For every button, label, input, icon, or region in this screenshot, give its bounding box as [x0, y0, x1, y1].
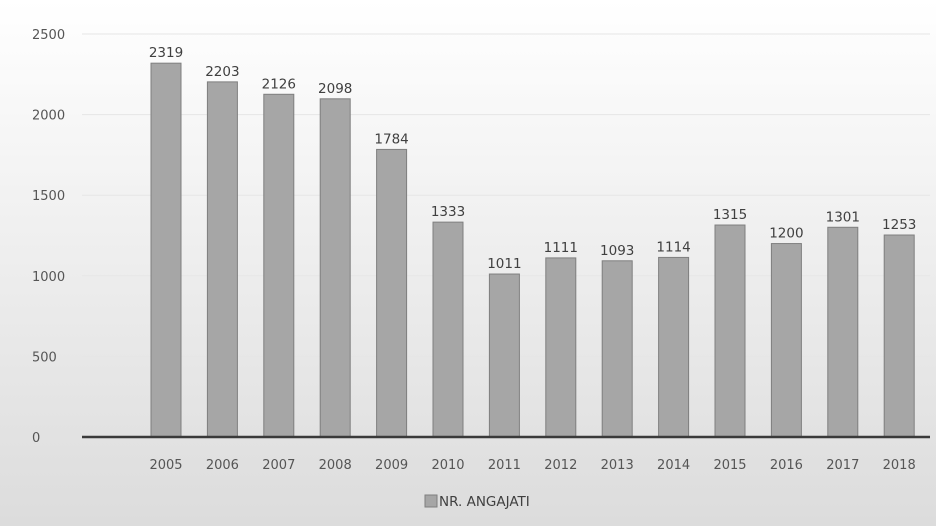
x-tick-label: 2005 [149, 458, 182, 473]
data-label: 2126 [262, 76, 296, 92]
y-tick-label: 1000 [32, 270, 65, 285]
bar [545, 257, 577, 438]
x-tick-label: 2016 [770, 458, 803, 473]
bar [714, 224, 746, 438]
data-label: 1200 [769, 226, 803, 242]
bar [150, 62, 182, 438]
legend-label: NR. ANGAJATI [439, 494, 530, 510]
x-tick-label: 2013 [601, 458, 634, 473]
bar [827, 226, 859, 438]
x-tick-label: 2018 [883, 458, 916, 473]
data-label: 1301 [826, 209, 860, 225]
x-tick-label: 2006 [206, 458, 239, 473]
x-tick-label: 2014 [657, 458, 690, 473]
x-tick-label: 2009 [375, 458, 408, 473]
y-tick-label: 1500 [32, 189, 65, 204]
data-label: 2203 [205, 64, 239, 80]
data-label: 2098 [318, 81, 352, 97]
bar [488, 273, 520, 438]
y-tick-label: 500 [32, 350, 57, 365]
bars [150, 62, 915, 438]
data-label: 1111 [544, 240, 578, 256]
x-tick-label: 2008 [319, 458, 352, 473]
bar [432, 221, 464, 438]
y-tick-label: 2000 [32, 109, 65, 124]
bar [770, 243, 802, 438]
bar [319, 98, 351, 438]
data-label: 1333 [431, 204, 465, 220]
y-tick-label: 0 [32, 431, 40, 446]
legend: NR. ANGAJATI [424, 494, 530, 510]
x-tick-label: 2015 [713, 458, 746, 473]
x-tick-label: 2007 [262, 458, 295, 473]
x-tick-label: 2012 [544, 458, 577, 473]
x-axis-ticks: 2005 2006 2007 2008 2009 2010 2011 2012 2013 2014… [149, 458, 915, 473]
data-label: 1784 [374, 131, 408, 147]
bar [206, 81, 238, 438]
data-label: 1114 [656, 239, 690, 255]
bar [883, 234, 915, 438]
data-label: 1315 [713, 207, 747, 223]
data-label: 1093 [600, 243, 634, 259]
y-axis-ticks: 0 500 1000 1500 2000 2500 [32, 28, 65, 446]
bar [658, 256, 690, 438]
bar [263, 93, 295, 438]
data-label: 1253 [882, 217, 916, 233]
x-tick-label: 2010 [431, 458, 464, 473]
x-tick-label: 2011 [488, 458, 521, 473]
bar [376, 148, 408, 438]
data-label: 1011 [487, 256, 521, 272]
x-tick-label: 2017 [826, 458, 859, 473]
data-label: 2319 [149, 45, 183, 61]
y-tick-label: 2500 [32, 28, 65, 43]
bar [601, 260, 633, 438]
data-labels: 2319 2203 2126 2098 1784 1333 1011 1111 1093 1114… [149, 45, 917, 272]
legend-swatch [424, 494, 438, 508]
